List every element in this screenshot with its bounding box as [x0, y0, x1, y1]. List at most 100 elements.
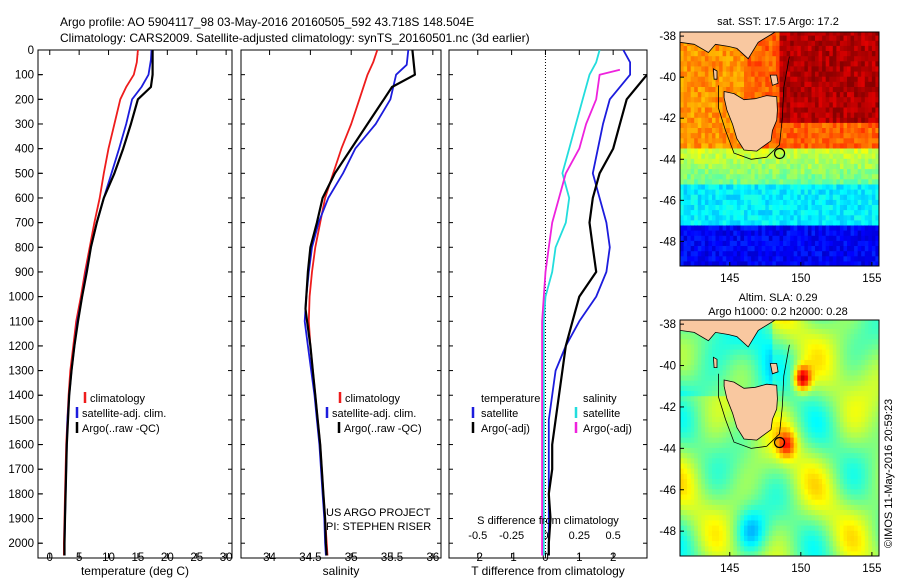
map-cell: [719, 509, 724, 516]
map-cell: [797, 540, 802, 547]
map-cell: [719, 250, 724, 257]
map-cell: [790, 411, 795, 417]
temperature-ticks: 0100200300400500600700800900100011001200…: [8, 45, 232, 564]
map-cell: [754, 333, 759, 340]
map-cell: [804, 173, 809, 180]
map-cell: [864, 142, 869, 149]
map-cell: [768, 219, 773, 226]
map-cell: [747, 76, 752, 82]
map-cell: [708, 442, 713, 448]
map-cell: [822, 245, 827, 252]
map-cell: [793, 349, 798, 355]
map-cell: [800, 426, 805, 433]
map-cell: [715, 245, 720, 252]
map-cell: [829, 524, 834, 531]
map-cell: [751, 214, 756, 221]
map-cell: [733, 214, 738, 221]
map-cell: [779, 60, 784, 67]
map-cell: [804, 224, 809, 231]
map-cell: [694, 509, 699, 516]
map-cell: [829, 65, 834, 72]
map-cell: [704, 468, 710, 474]
map-cell: [726, 421, 731, 428]
map-cell: [761, 163, 766, 170]
map-cell: [793, 416, 798, 423]
map-cell: [822, 338, 827, 345]
map-cell: [818, 40, 823, 46]
map-cell: [793, 447, 798, 454]
map-cell: [850, 137, 855, 144]
map-cell: [811, 153, 816, 159]
map-cell: [797, 535, 802, 542]
map-cell: [775, 550, 781, 556]
map-cell: [683, 76, 688, 82]
map-cell: [704, 530, 710, 536]
map-cell: [736, 380, 742, 386]
map-cell: [818, 468, 823, 474]
map-cell: [768, 374, 773, 381]
map-cell: [754, 173, 759, 180]
map-cell: [751, 194, 756, 200]
map-cell: [815, 142, 820, 149]
map-cell: [680, 380, 685, 386]
map-cell: [836, 499, 841, 505]
map-cell: [836, 224, 841, 231]
map-cell: [783, 504, 788, 510]
map-cell: [719, 462, 724, 469]
map-cell: [800, 45, 805, 51]
map-cell: [690, 60, 695, 67]
map-cell: [804, 411, 809, 417]
map-cell: [758, 224, 763, 231]
map-cell: [800, 230, 805, 236]
map-cell: [740, 158, 745, 164]
map-cell: [715, 183, 720, 190]
map-cell: [836, 91, 841, 98]
map-cell: [701, 400, 706, 407]
map-cell: [779, 333, 784, 340]
map-cell: [818, 71, 823, 77]
map-cell: [790, 509, 795, 516]
map-cell: [797, 473, 802, 479]
map-cell: [868, 137, 873, 144]
map-cell: [818, 112, 823, 118]
map-cell: [726, 163, 731, 170]
map-cell: [719, 183, 724, 190]
map-cell: [839, 50, 845, 57]
map-cell: [793, 421, 798, 428]
map-cell: [772, 468, 777, 474]
map-cell: [722, 163, 727, 170]
map-cell: [807, 65, 813, 72]
map-cell: [761, 255, 766, 262]
map-cell: [836, 447, 841, 454]
map-cell: [736, 431, 742, 438]
map-cell: [861, 127, 866, 134]
profile-line-satellite-temperature: [547, 50, 631, 556]
map-cell: [790, 364, 795, 371]
map-cell: [704, 426, 710, 433]
map-cell: [719, 189, 724, 195]
map-cell: [712, 260, 717, 266]
map-cell: [832, 426, 837, 433]
map-cell: [736, 483, 742, 490]
map-cell: [751, 545, 756, 552]
map-cell: [839, 405, 845, 412]
map-cell: [740, 499, 745, 505]
xtick-label: 35.5: [381, 552, 403, 564]
map-cell: [687, 122, 692, 128]
map-cell: [740, 519, 745, 526]
map-cell: [783, 250, 788, 257]
map-cell: [786, 255, 791, 262]
map-cell: [811, 545, 816, 552]
map-cell: [804, 535, 809, 542]
map-cell: [736, 488, 742, 495]
map-cell: [704, 478, 710, 485]
map-cell: [687, 499, 692, 505]
map-cell: [825, 199, 830, 205]
map-cell: [719, 245, 724, 252]
map-cell: [690, 101, 695, 108]
map-cell: [772, 214, 777, 221]
map-cell: [694, 452, 699, 459]
map-cell: [754, 86, 759, 93]
map-cell: [761, 343, 766, 350]
map-cell: [765, 189, 770, 195]
